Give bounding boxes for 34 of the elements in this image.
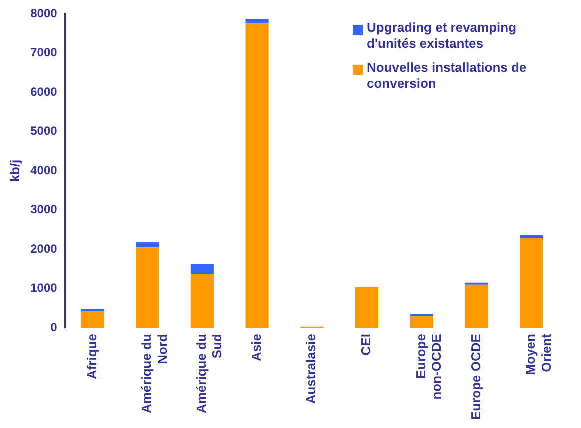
bar bbox=[81, 312, 104, 328]
bar bbox=[190, 274, 214, 328]
bar bbox=[520, 238, 544, 328]
y-tick-label: 2000 bbox=[30, 242, 58, 256]
x-tick-label: Amérique du Nord bbox=[139, 334, 170, 414]
bar bbox=[355, 287, 379, 328]
x-tick-label: CEI bbox=[358, 334, 374, 356]
y-tick-label: 0 bbox=[50, 320, 58, 334]
y-tick-label: 3000 bbox=[30, 202, 58, 217]
legend-label: Upgrading et revamping d'unités existantes bbox=[367, 20, 517, 52]
y-tick-label: 8000 bbox=[30, 6, 58, 20]
bar bbox=[81, 309, 104, 312]
bar bbox=[136, 242, 160, 248]
x-tick-label: Moyen Orient bbox=[523, 333, 554, 376]
y-tick-label: 6000 bbox=[30, 84, 58, 99]
bar bbox=[246, 19, 269, 24]
x-tick-label: Amérique du Sud bbox=[194, 334, 225, 414]
bar bbox=[246, 23, 269, 328]
bar bbox=[465, 284, 488, 328]
bar bbox=[410, 316, 434, 328]
bar bbox=[190, 264, 214, 274]
y-tick-label: 7000 bbox=[30, 46, 58, 60]
y-tick-label: 5000 bbox=[30, 124, 58, 138]
y-axis-title: kb/j bbox=[7, 160, 22, 182]
x-tick-label: Europe OCDE bbox=[468, 334, 484, 420]
bar bbox=[136, 248, 160, 328]
legend-label: Nouvelles installations de conversion bbox=[367, 60, 527, 92]
bar bbox=[520, 235, 544, 238]
x-tick-label: Asie bbox=[248, 334, 264, 362]
x-tick-label: Afrique bbox=[84, 334, 100, 380]
y-tick-label: 4000 bbox=[30, 163, 58, 178]
x-tick-label: Europe non-OCDE bbox=[413, 334, 444, 400]
x-tick-label: Australasie bbox=[304, 334, 319, 404]
y-tick-label: 1000 bbox=[30, 281, 58, 296]
